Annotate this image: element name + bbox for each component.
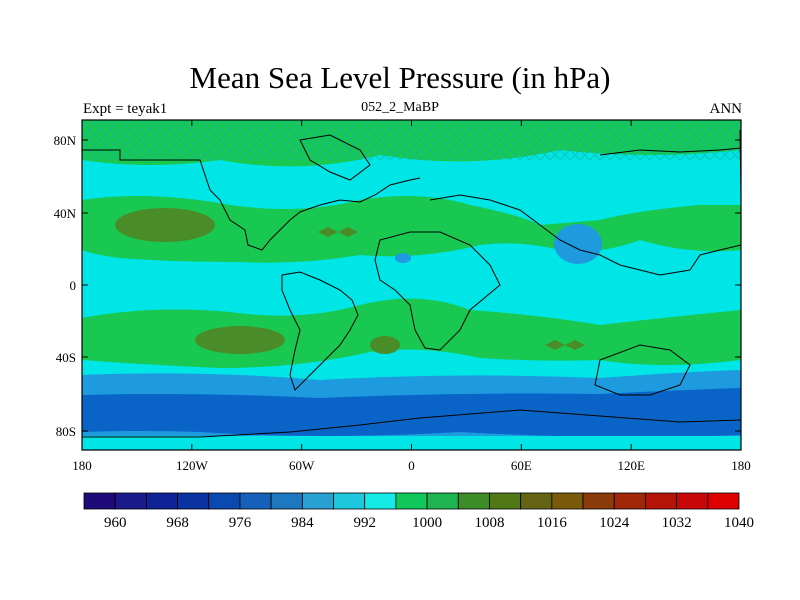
colorbar-swatch (613, 492, 646, 510)
colorbar-swatch (676, 492, 709, 510)
colorbar-label: 1032 (662, 515, 692, 531)
y-tick-label: 40N (54, 206, 77, 221)
high-cell-north-atlantic (318, 227, 358, 237)
high-cell-south-atlantic (370, 336, 400, 354)
hatch-arctic (82, 120, 741, 160)
colorbar-swatch (707, 492, 740, 510)
y-tick-label: 0 (70, 278, 77, 293)
x-tick-label: 60E (511, 458, 532, 473)
colorbar-swatch (239, 492, 272, 510)
colorbar-swatch (582, 492, 615, 510)
y-tick-label: 80N (54, 133, 77, 148)
y-tick-label: 40S (56, 350, 76, 365)
x-tick-label: 60W (289, 458, 315, 473)
x-tick-label: 180 (72, 458, 92, 473)
high-cell-north-pacific (115, 208, 215, 242)
high-cell-indian (545, 340, 585, 350)
x-tick-label: 180 (731, 458, 751, 473)
colorbar-swatch (395, 492, 428, 510)
colorbar-swatch (457, 492, 490, 510)
plot-title: Mean Sea Level Pressure (in hPa) (189, 60, 611, 95)
x-axis: 180 120W 60W 0 60E 120E 180 (72, 120, 751, 473)
x-tick-label: 120E (617, 458, 645, 473)
deep-low-band (82, 388, 741, 437)
colorbar-label: 1024 (599, 515, 630, 531)
colorbar-label: 992 (353, 515, 376, 531)
colorbar-label: 976 (229, 515, 252, 531)
season-label: ANN (709, 101, 743, 117)
colorbar-swatch (301, 492, 334, 510)
colorbar-swatch (489, 492, 522, 510)
colorbar-swatch (551, 492, 584, 510)
colorbar-swatch (270, 492, 303, 510)
antarctic-field (82, 436, 741, 450)
low-cell-asia (554, 224, 602, 264)
x-tick-label: 120W (176, 458, 209, 473)
x-tick-label: 0 (408, 458, 415, 473)
colorbar-swatch (520, 492, 553, 510)
colorbar-swatch (645, 492, 678, 510)
colorbar-label: 1040 (724, 515, 754, 531)
colorbar-swatch (426, 492, 459, 510)
colorbar-label: 968 (166, 515, 189, 531)
colorbar: 960 968 976 984 992 1000 1008 1016 1024 1032 1040 (83, 492, 754, 531)
colorbar-swatch (177, 492, 210, 510)
colorbar-label: 1008 (474, 515, 504, 531)
colorbar-swatch (208, 492, 241, 510)
high-cell-south-pacific (195, 326, 285, 354)
colorbar-swatch (333, 492, 366, 510)
colorbar-label: 960 (104, 515, 127, 531)
colorbar-swatch (145, 492, 178, 510)
colorbar-label: 984 (291, 515, 314, 531)
y-tick-label: 80S (56, 424, 76, 439)
colorbar-swatch (114, 492, 147, 510)
experiment-label: Expt = teyak1 (83, 101, 168, 117)
colorbar-swatch (364, 492, 397, 510)
low-cell-africa (395, 253, 411, 263)
y-axis: 80N 40N 0 40S 80S (54, 133, 741, 439)
period-label: 052_2_MaBP (361, 100, 439, 115)
colorbar-label: 1016 (537, 515, 568, 531)
coastlines (82, 129, 741, 438)
colorbar-swatch (83, 492, 116, 510)
colorbar-label: 1000 (412, 515, 442, 531)
